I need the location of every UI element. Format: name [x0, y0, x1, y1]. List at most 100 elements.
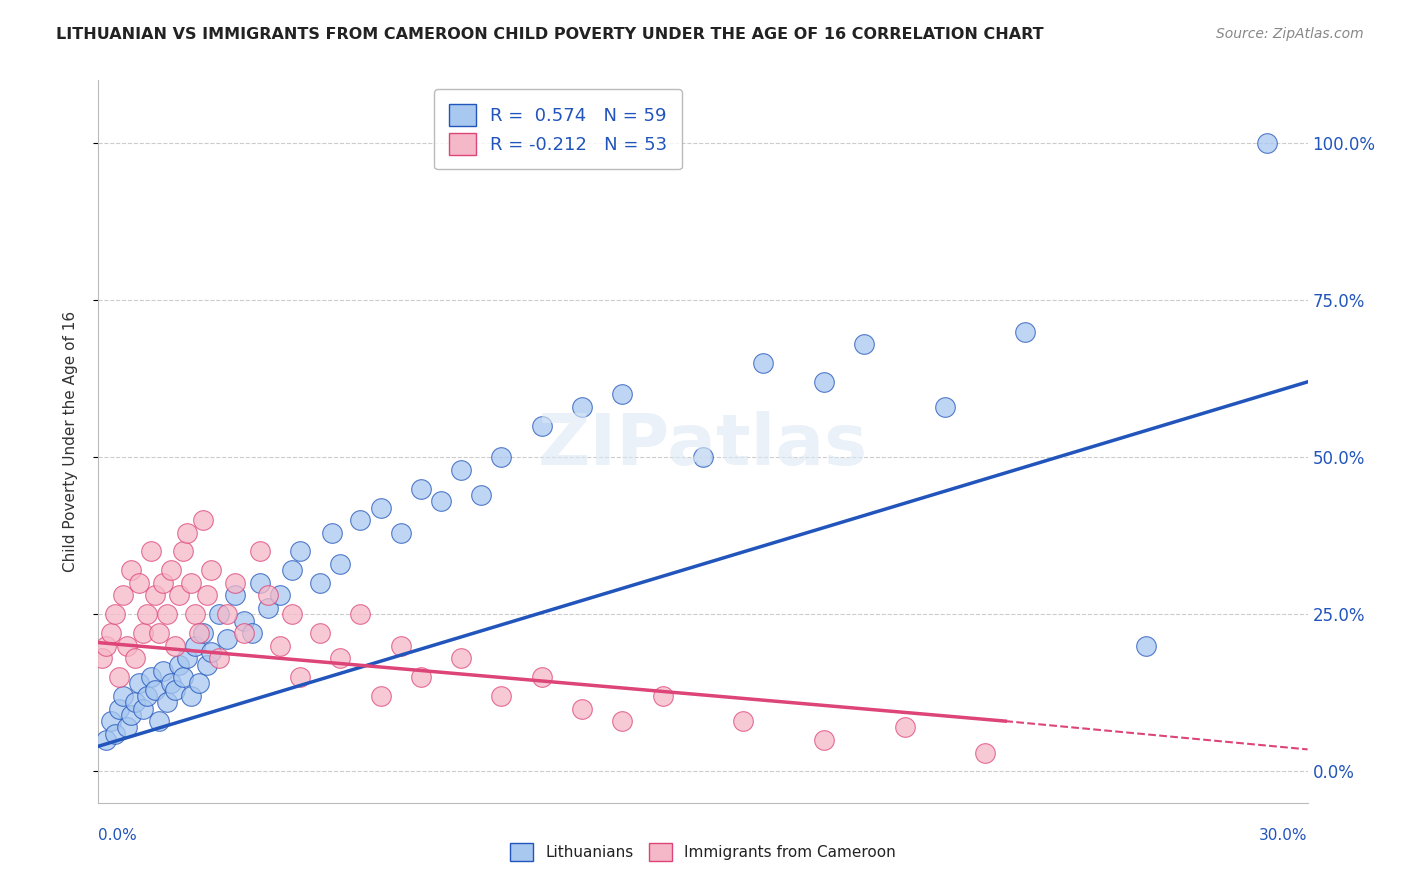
Point [100, 626, 122, 640]
Point [813, 375, 835, 389]
Point [176, 651, 198, 665]
Point [256, 589, 278, 603]
Point [612, 714, 634, 728]
Point [974, 746, 997, 760]
Point [184, 607, 207, 622]
Point [96, 733, 118, 747]
Point [853, 337, 876, 351]
Point [217, 607, 239, 622]
Text: ZIPatlas: ZIPatlas [538, 411, 868, 481]
Point [893, 720, 915, 734]
Point [103, 727, 125, 741]
Point [389, 525, 412, 540]
Point [571, 701, 593, 715]
Point [91, 651, 114, 665]
Point [107, 670, 129, 684]
Point [200, 645, 222, 659]
Point [1014, 325, 1036, 339]
Point [240, 626, 263, 640]
Point [370, 689, 392, 703]
Point [124, 651, 146, 665]
Y-axis label: Child Poverty Under the Age of 16: Child Poverty Under the Age of 16 [63, 311, 77, 572]
Point [132, 626, 155, 640]
Point [409, 482, 432, 496]
Point [163, 639, 186, 653]
Point [172, 670, 194, 684]
Point [752, 356, 775, 370]
Text: LITHUANIAN VS IMMIGRANTS FROM CAMEROON CHILD POVERTY UNDER THE AGE OF 16 CORRELA: LITHUANIAN VS IMMIGRANTS FROM CAMEROON C… [56, 27, 1043, 42]
Point [269, 589, 291, 603]
Point [132, 701, 155, 715]
Point [349, 607, 371, 622]
Point [184, 639, 207, 653]
Point [217, 632, 239, 647]
Point [281, 607, 304, 622]
Point [530, 670, 553, 684]
Point [692, 450, 714, 465]
Text: Source: ZipAtlas.com: Source: ZipAtlas.com [1216, 27, 1364, 41]
Point [148, 714, 170, 728]
Point [107, 701, 129, 715]
Point [813, 733, 835, 747]
Point [934, 400, 956, 414]
Point [176, 525, 198, 540]
Point [349, 513, 371, 527]
Point [195, 657, 218, 672]
Point [232, 614, 254, 628]
Point [530, 418, 553, 433]
Point [651, 689, 673, 703]
Point [470, 488, 492, 502]
Point [249, 544, 271, 558]
Text: 0.0%: 0.0% [98, 828, 138, 843]
Point [224, 589, 246, 603]
Point [156, 695, 179, 709]
Point [309, 626, 332, 640]
Point [281, 563, 304, 577]
Point [160, 563, 183, 577]
Point [224, 575, 246, 590]
Point [249, 575, 271, 590]
Point [370, 500, 392, 515]
Point [269, 639, 291, 653]
Point [111, 689, 134, 703]
Point [1256, 136, 1278, 150]
Point [450, 651, 472, 665]
Point [193, 626, 215, 640]
Point [180, 575, 202, 590]
Point [288, 544, 311, 558]
Point [491, 450, 513, 465]
Point [103, 607, 125, 622]
Point [389, 639, 412, 653]
Point [128, 575, 150, 590]
Point [200, 563, 222, 577]
Point [135, 689, 157, 703]
Point [188, 676, 211, 690]
Point [152, 664, 174, 678]
Point [256, 601, 278, 615]
Point [139, 670, 162, 684]
Point [135, 607, 157, 622]
Point [188, 626, 211, 640]
Point [180, 689, 202, 703]
Point [409, 670, 432, 684]
Point [208, 607, 231, 622]
Point [96, 639, 118, 653]
Point [329, 651, 352, 665]
Text: 30.0%: 30.0% [1260, 828, 1308, 843]
Point [143, 682, 166, 697]
Point [491, 689, 513, 703]
Point [450, 463, 472, 477]
Point [115, 720, 138, 734]
Point [167, 657, 190, 672]
Point [124, 695, 146, 709]
Point [115, 639, 138, 653]
Point [152, 575, 174, 590]
Point [156, 607, 179, 622]
Point [612, 387, 634, 401]
Point [139, 544, 162, 558]
Point [163, 682, 186, 697]
Point [148, 626, 170, 640]
Point [733, 714, 755, 728]
Point [571, 400, 593, 414]
Point [167, 589, 190, 603]
